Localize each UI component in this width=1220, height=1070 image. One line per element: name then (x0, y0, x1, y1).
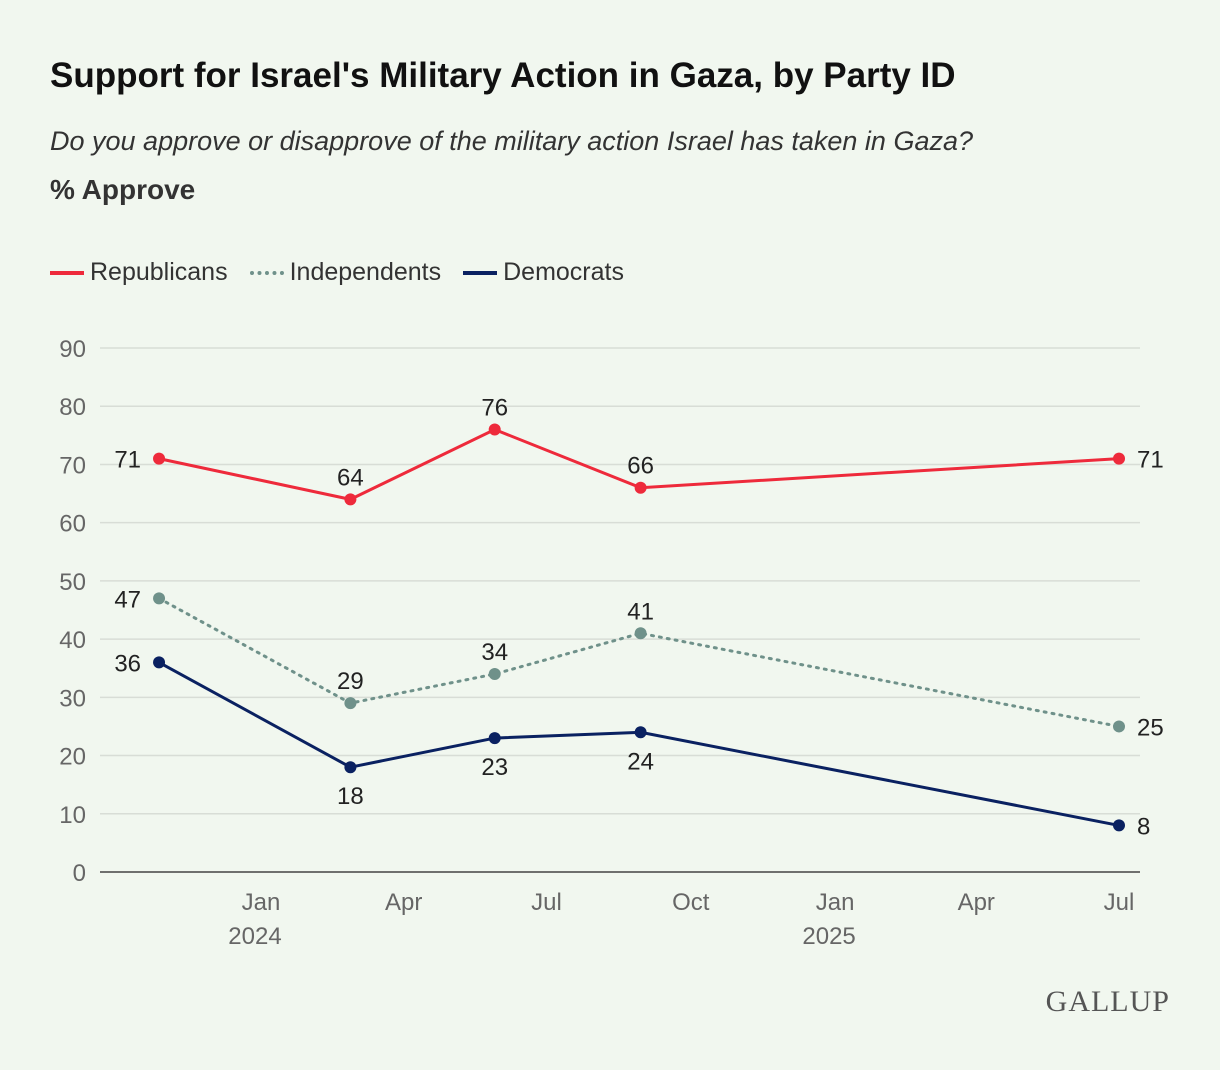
data-label: 18 (337, 783, 364, 810)
y-tick-label: 30 (59, 685, 86, 712)
y-tick-label: 40 (59, 627, 86, 654)
data-label: 24 (627, 748, 654, 775)
legend-republicans: Republicans (50, 258, 228, 287)
series-line-independents (157, 596, 1121, 728)
legend-swatch (463, 270, 498, 275)
data-point (153, 592, 166, 605)
x-tick-label: Apr (958, 889, 995, 916)
data-label: 71 (114, 447, 141, 474)
legend-label: Democrats (503, 258, 624, 286)
data-point (488, 668, 501, 681)
chart-title: Support for Israel's Military Action in … (50, 56, 956, 95)
y-tick-label: 20 (59, 744, 86, 771)
measure-label: % Approve (50, 174, 196, 205)
data-point (344, 697, 357, 710)
x-tick-year: 2024 (228, 923, 281, 950)
x-tick-label: Jan (242, 889, 281, 916)
data-label: 64 (337, 464, 364, 491)
data-point (1113, 720, 1125, 733)
x-tick-label: Apr (385, 889, 422, 916)
legend-label: Independents (289, 258, 442, 286)
series-line-democrats (157, 660, 1121, 827)
legend: Republicans Independents Democrats (50, 258, 624, 287)
data-point (1113, 452, 1125, 465)
data-point (634, 481, 647, 494)
data-point (634, 726, 647, 739)
legend-label: Republicans (90, 258, 228, 286)
data-label: 8 (1137, 813, 1150, 840)
chart-subtitle: Do you approve or disapprove of the mili… (50, 126, 973, 156)
data-point (344, 761, 357, 774)
gallup-logo: GALLUP (1045, 985, 1170, 1018)
data-label: 29 (337, 668, 364, 695)
legend-democrats: Democrats (463, 258, 624, 287)
legend-swatch (50, 270, 84, 275)
data-label: 23 (481, 754, 508, 781)
y-tick-label: 60 (59, 511, 86, 538)
y-tick-label: 90 (59, 336, 86, 363)
y-tick-label: 0 (73, 860, 86, 887)
x-tick-year: 2025 (802, 923, 855, 950)
data-label: 47 (114, 586, 141, 613)
y-tick-label: 80 (59, 394, 86, 421)
x-tick-label: Jan (816, 889, 855, 916)
data-label: 34 (481, 639, 508, 666)
data-point (488, 423, 501, 436)
y-tick-label: 70 (59, 452, 86, 479)
data-point (488, 732, 501, 745)
x-tick-label: Jul (531, 889, 562, 916)
legend-swatch (249, 270, 284, 275)
y-tick-label: 50 (59, 569, 86, 596)
y-tick-label: 10 (59, 802, 86, 829)
data-label: 71 (1137, 447, 1164, 474)
data-label: 25 (1137, 714, 1164, 741)
data-label: 41 (627, 598, 654, 625)
data-point (153, 656, 166, 669)
data-point (1113, 819, 1125, 832)
data-label: 66 (627, 453, 654, 480)
x-tick-label: Jul (1104, 889, 1135, 916)
x-tick-label: Oct (672, 889, 710, 916)
data-label: 36 (114, 650, 141, 677)
data-label: 76 (481, 395, 508, 422)
data-point (634, 627, 647, 640)
legend-independents: Independents (249, 258, 442, 287)
data-point (344, 493, 357, 506)
data-point (153, 452, 166, 465)
